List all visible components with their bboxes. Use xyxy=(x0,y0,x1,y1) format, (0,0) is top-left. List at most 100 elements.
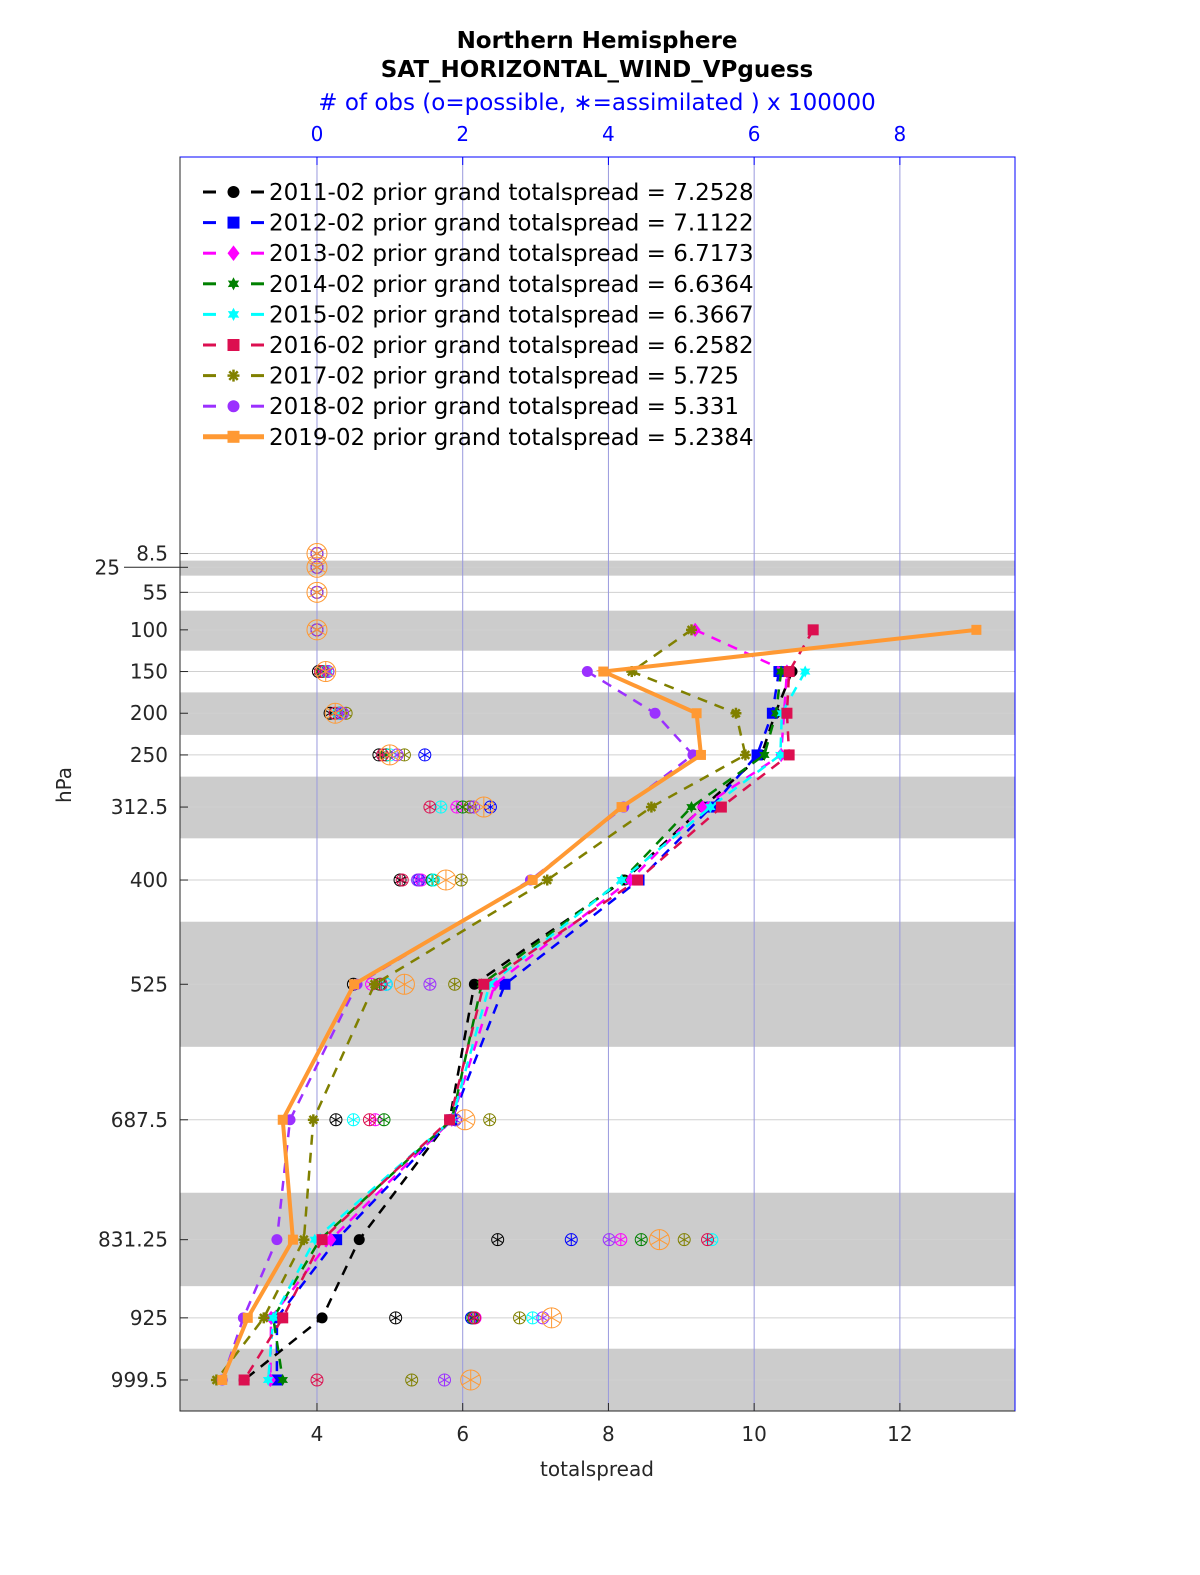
data-point xyxy=(783,666,795,678)
obs-assimilated-star xyxy=(424,980,436,988)
data-point xyxy=(353,1234,365,1246)
obs-marker xyxy=(306,556,328,578)
obs-marker xyxy=(389,1311,403,1325)
top-axis-label: # of obs (o=possible, ∗=assimilated ) x … xyxy=(318,90,876,116)
obs-marker xyxy=(427,873,441,887)
obs-marker xyxy=(448,977,462,991)
top-tick-label: 8 xyxy=(894,122,907,146)
obs-assimilated-star xyxy=(322,668,334,675)
legend-entry: 2012-02 prior grand totalspread = 7.1122 xyxy=(203,211,754,237)
data-point xyxy=(271,1374,283,1386)
legend-marker xyxy=(227,307,240,321)
data-point xyxy=(691,708,702,719)
data-point xyxy=(489,977,501,992)
data-point xyxy=(705,801,716,814)
data-point xyxy=(325,1232,337,1247)
obs-marker xyxy=(418,748,432,762)
y-tick-label: 8.5 xyxy=(136,542,168,566)
data-point xyxy=(775,665,787,678)
data-point xyxy=(685,624,697,636)
data-point xyxy=(262,1373,274,1386)
y-tick-label: 400 xyxy=(130,868,168,892)
obs-assimilated-star xyxy=(455,1114,474,1126)
obs-assimilated-star xyxy=(308,561,326,573)
x-tick-label: 6 xyxy=(456,1422,469,1446)
obs-marker xyxy=(306,619,328,641)
obs-assimilated-star xyxy=(461,1374,480,1386)
obs-marker xyxy=(541,1307,563,1329)
obs-marker xyxy=(315,661,337,683)
data-point xyxy=(307,1114,319,1126)
obs-marker xyxy=(321,665,335,679)
data-point xyxy=(331,1234,343,1246)
obs-marker xyxy=(423,977,437,991)
x-tick-label: 8 xyxy=(602,1422,615,1446)
shaded-layer xyxy=(180,560,1015,576)
obs-assimilated-star xyxy=(615,1236,627,1244)
top-tick-label: 0 xyxy=(311,122,324,146)
obs-assimilated-star xyxy=(527,1314,539,1322)
chart-subtitle: SAT_HORIZONTAL_WIND_VPguess xyxy=(381,57,813,83)
asterisk-stroke xyxy=(646,802,657,812)
legend-marker xyxy=(227,369,240,382)
obs-marker xyxy=(491,1233,505,1247)
obs-marker xyxy=(473,796,495,818)
legend-label: 2016-02 prior grand totalspread = 6.2582 xyxy=(269,333,754,359)
obs-assimilated-star xyxy=(635,1236,647,1244)
data-point xyxy=(783,749,795,761)
obs-marker xyxy=(379,744,401,766)
data-point xyxy=(766,707,778,719)
top-tick-label: 2 xyxy=(456,122,469,146)
y-tick-label: 831.25 xyxy=(98,1228,168,1252)
obs-assimilated-star xyxy=(678,1236,690,1244)
data-point xyxy=(971,624,982,635)
legend-label: 2017-02 prior grand totalspread = 5.725 xyxy=(269,364,739,390)
obs-assimilated-star xyxy=(603,1236,615,1244)
obs-marker xyxy=(405,1373,419,1387)
obs-assimilated-star xyxy=(650,1234,669,1246)
chart-title: Northern Hemisphere xyxy=(457,28,738,54)
obs-marker xyxy=(434,800,448,814)
series-line xyxy=(275,671,781,1380)
obs-marker xyxy=(324,702,346,724)
shaded-layer xyxy=(180,610,1015,651)
obs-marker xyxy=(483,1113,497,1127)
data-point xyxy=(316,1234,328,1246)
obs-marker xyxy=(454,873,468,887)
data-point xyxy=(775,748,786,761)
top-tick-label: 4 xyxy=(602,122,615,146)
data-point xyxy=(781,707,793,719)
obs-assimilated-star xyxy=(406,1376,418,1384)
obs-assimilated-star xyxy=(428,876,440,884)
data-point xyxy=(499,978,511,990)
obs-assimilated-star xyxy=(380,749,399,761)
obs-assimilated-star xyxy=(395,978,414,990)
y-tick-label: 250 xyxy=(130,743,168,767)
legend-entry: 2011-02 prior grand totalspread = 7.2528 xyxy=(203,180,754,206)
data-point xyxy=(277,1312,289,1324)
data-point xyxy=(309,1233,320,1246)
obs-assimilated-star xyxy=(308,548,326,559)
data-point xyxy=(686,801,697,814)
obs-assimilated-star xyxy=(380,980,392,988)
legend-marker xyxy=(227,400,240,413)
obs-marker xyxy=(513,1311,527,1325)
obs-assimilated-star xyxy=(435,803,447,811)
obs-assimilated-star xyxy=(426,876,438,884)
y-tick-label: 200 xyxy=(130,701,168,725)
obs-marker xyxy=(329,1113,343,1127)
asterisk-stroke xyxy=(369,979,380,990)
data-point xyxy=(632,874,644,886)
obs-marker xyxy=(310,1373,324,1387)
data-point xyxy=(468,978,480,990)
obs-marker xyxy=(306,581,328,603)
legend-entry: 2018-02 prior grand totalspread = 5.331 xyxy=(203,394,739,420)
x-axis-label: totalspread xyxy=(540,1457,654,1481)
y-tick-label: 312.5 xyxy=(111,795,168,819)
obs-marker xyxy=(677,1233,691,1247)
series-line xyxy=(243,671,794,1381)
data-point xyxy=(258,1312,270,1324)
data-point xyxy=(271,1312,283,1324)
obs-marker xyxy=(564,1233,578,1247)
